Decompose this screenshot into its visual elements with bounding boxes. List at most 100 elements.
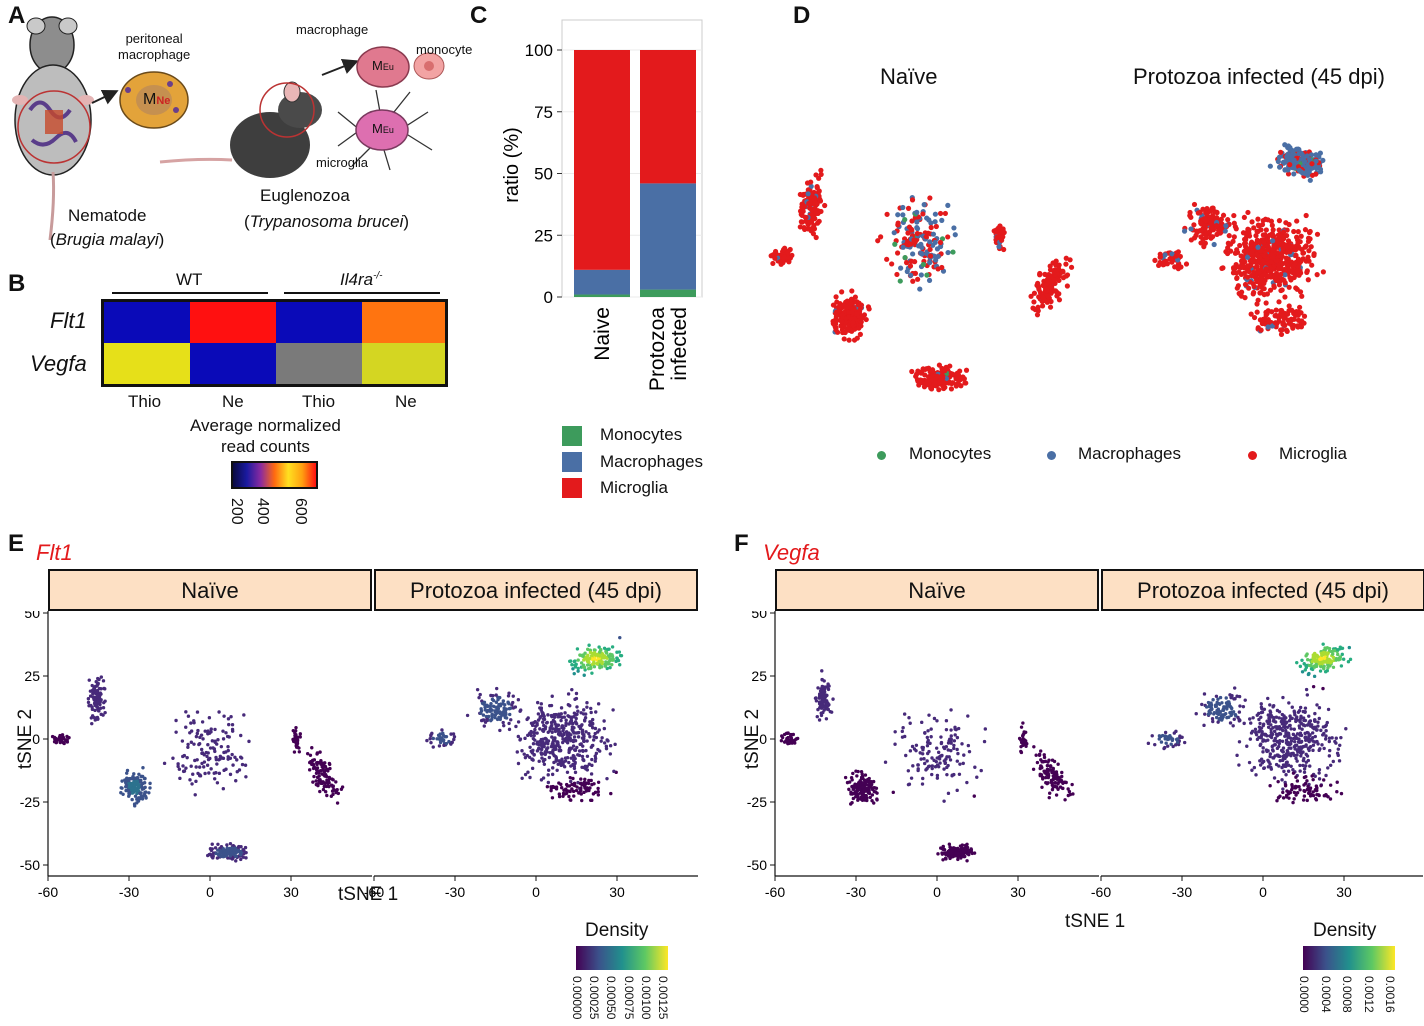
cell-point — [605, 666, 609, 671]
cell-point — [1019, 725, 1024, 729]
cell-point — [1336, 747, 1341, 751]
heatmap-col-3: Thio — [302, 392, 336, 411]
cell-point — [902, 254, 908, 261]
cell-point — [132, 772, 136, 776]
cell-point — [217, 771, 222, 776]
cell-point — [1209, 224, 1215, 230]
panel-label-c: C — [470, 2, 488, 29]
legend-label-macrophages: Macrophages — [600, 452, 704, 471]
cell-point — [1288, 723, 1292, 728]
cell-point — [193, 793, 197, 797]
cell-point — [1034, 312, 1041, 318]
cell-point — [528, 745, 532, 749]
cell-point — [900, 244, 906, 250]
cell-point — [1281, 695, 1285, 700]
cell-point — [318, 789, 322, 794]
cell-point — [1319, 728, 1323, 733]
monocyte-icon — [413, 52, 445, 80]
cell-point — [926, 738, 930, 743]
cell-point — [862, 778, 867, 782]
cell-point — [1262, 766, 1266, 771]
cell-point — [1231, 234, 1237, 240]
cell-point — [541, 717, 546, 721]
cell-point — [537, 743, 541, 747]
ne-sub: Ne — [156, 95, 171, 107]
cell-point — [184, 766, 188, 770]
x-tick-label: 30 — [609, 884, 625, 900]
cell-point — [531, 758, 535, 762]
cell-point — [543, 750, 547, 754]
cell-point — [1265, 324, 1271, 330]
cell-point — [1302, 756, 1306, 761]
cell-point — [1268, 266, 1275, 273]
cell-point — [1278, 271, 1284, 278]
cell-point — [514, 724, 518, 729]
cell-point — [209, 767, 213, 771]
cell-point — [813, 172, 819, 178]
cell-point — [1261, 252, 1268, 259]
panel-label-e: E — [8, 530, 25, 557]
cell-point — [850, 800, 854, 805]
cell-point — [1300, 250, 1307, 256]
cell-point — [1277, 710, 1282, 714]
cell-point — [1261, 750, 1265, 754]
cell-point — [554, 712, 558, 717]
tsne-d-title-infected: Protozoa infected (45 dpi) — [1133, 64, 1385, 89]
cell-point — [1281, 750, 1285, 754]
cell-point — [443, 734, 447, 739]
eu-sub-1: Eu — [382, 62, 394, 72]
cell-point — [588, 735, 592, 739]
cell-point — [545, 720, 549, 725]
nematode-label: Nematode — [68, 206, 147, 225]
cell-point — [568, 659, 573, 663]
cell-point — [222, 714, 226, 718]
cell-point — [1293, 734, 1298, 738]
cell-point — [140, 774, 145, 779]
cell-point — [1254, 773, 1258, 777]
cell-point — [136, 782, 140, 787]
cell-point — [200, 751, 204, 756]
cell-point — [1307, 236, 1313, 242]
cell-point — [900, 729, 905, 734]
cell-point — [569, 719, 574, 723]
cell-point — [567, 722, 571, 726]
cell-point — [207, 715, 212, 720]
cell-point — [1276, 282, 1283, 288]
cell-point — [932, 211, 938, 217]
cell-point — [1271, 749, 1275, 753]
cell-point — [319, 781, 323, 786]
cell-point — [571, 789, 576, 794]
cell-point — [805, 187, 811, 193]
cell-point — [570, 687, 574, 692]
cell-point — [597, 659, 601, 664]
cell-point — [1295, 256, 1302, 262]
cell-point — [539, 747, 544, 752]
cell-point — [1237, 710, 1242, 714]
cell-point — [1046, 772, 1051, 777]
cell-point — [542, 762, 547, 766]
cell-point — [1301, 763, 1305, 768]
cell-point — [125, 771, 129, 775]
cell-point — [207, 771, 211, 775]
cell-point — [1220, 713, 1224, 717]
cell-point — [1307, 748, 1311, 753]
cell-point — [548, 703, 552, 708]
cell-point — [1327, 646, 1332, 651]
cell-point — [1265, 749, 1269, 754]
cell-point — [866, 306, 872, 312]
cell-point — [136, 796, 141, 800]
cell-point — [930, 756, 934, 760]
cell-point — [925, 735, 930, 740]
cell-point — [835, 308, 841, 315]
cell-point — [587, 762, 592, 766]
cell-point — [1327, 739, 1332, 744]
cell-point — [1281, 787, 1285, 791]
cell-point — [90, 721, 94, 726]
cell-point — [1041, 760, 1045, 764]
cell-point — [1017, 736, 1022, 741]
cell-point — [530, 751, 535, 755]
cell-point — [562, 731, 566, 736]
cell-point — [1242, 721, 1246, 726]
cell-point — [1278, 754, 1282, 759]
